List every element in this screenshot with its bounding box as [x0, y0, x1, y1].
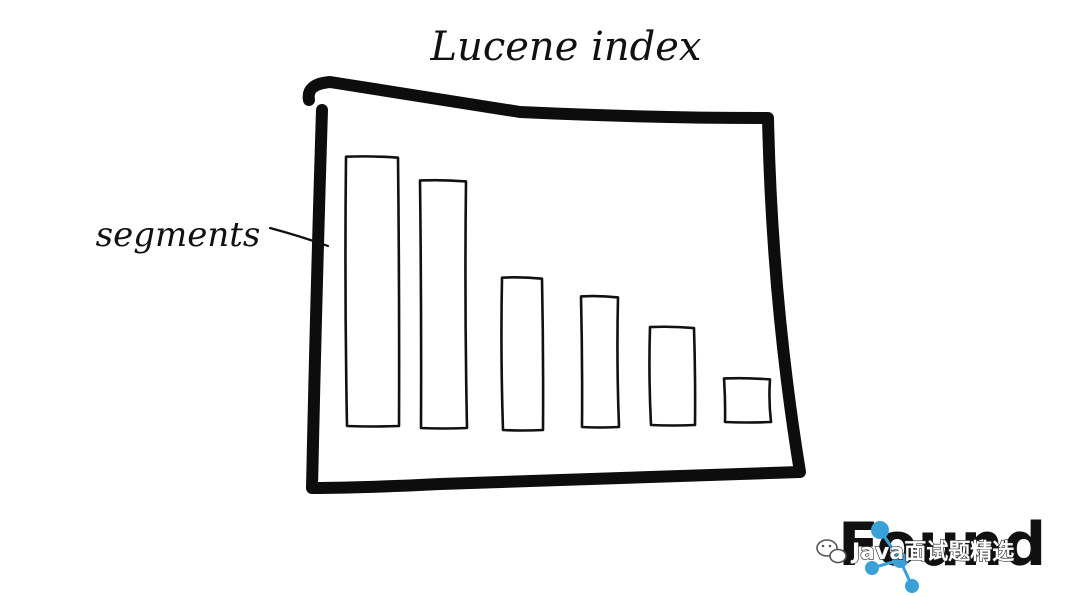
segment-bar — [418, 178, 469, 430]
segments-callout-line — [268, 226, 330, 248]
diagram-title: Lucene index — [430, 24, 702, 70]
segment-bar — [579, 294, 621, 429]
segment-bar — [722, 376, 773, 424]
segments-label: segments — [96, 215, 261, 255]
watermark: Found Java面试题精选 — [816, 510, 1046, 593]
segments-group — [344, 155, 773, 432]
watermark-caption: Java面试题精选 — [850, 539, 1014, 565]
segment-bar — [500, 276, 545, 432]
index-frame — [302, 76, 806, 494]
chat-bubble-icon — [816, 539, 847, 564]
segment-bar — [648, 325, 697, 427]
segment-bar — [344, 155, 401, 428]
molecule-logo-icon — [865, 521, 919, 593]
